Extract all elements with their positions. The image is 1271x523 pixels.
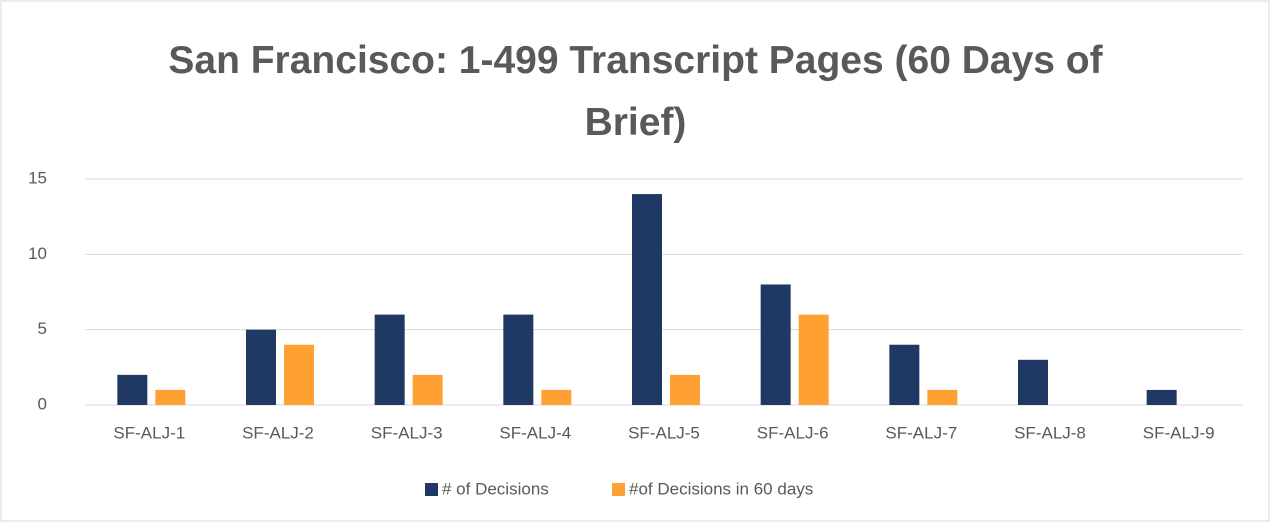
chart-title: San Francisco: 1-499 Transcript Pages (6… [168, 39, 1103, 144]
bar [246, 329, 276, 405]
bar [117, 374, 148, 405]
bar [927, 389, 958, 405]
bar [1018, 359, 1048, 405]
bar [374, 314, 405, 405]
y-tick-label: 5 [38, 319, 47, 338]
x-tick-label: SF-ALJ-3 [371, 423, 443, 442]
x-tick-label: SF-ALJ-2 [242, 423, 314, 442]
x-tick-label: SF-ALJ-8 [1014, 423, 1086, 442]
x-tick-label: SF-ALJ-9 [1143, 423, 1215, 442]
legend-swatch [612, 483, 625, 496]
bar [541, 389, 572, 405]
bar [760, 284, 791, 405]
legend-swatch [425, 483, 438, 496]
bar [632, 194, 662, 405]
bar [503, 314, 534, 405]
bar [1146, 389, 1177, 405]
x-tick-label: SF-ALJ-4 [499, 423, 571, 442]
x-tick-label: SF-ALJ-5 [628, 423, 700, 442]
bar [670, 374, 700, 405]
legend-label: # of Decisions [442, 479, 549, 498]
bar [798, 314, 829, 405]
y-tick-label: 10 [28, 244, 47, 263]
legend-label: #of Decisions in 60 days [629, 479, 813, 498]
x-tick-label: SF-ALJ-7 [885, 423, 957, 442]
bar [284, 344, 314, 405]
x-tick-label: SF-ALJ-1 [113, 423, 185, 442]
bar [155, 389, 186, 405]
bar [412, 374, 443, 405]
y-tick-label: 15 [28, 168, 47, 187]
bar [889, 344, 920, 405]
x-tick-label: SF-ALJ-6 [757, 423, 829, 442]
y-tick-label: 0 [38, 394, 47, 413]
